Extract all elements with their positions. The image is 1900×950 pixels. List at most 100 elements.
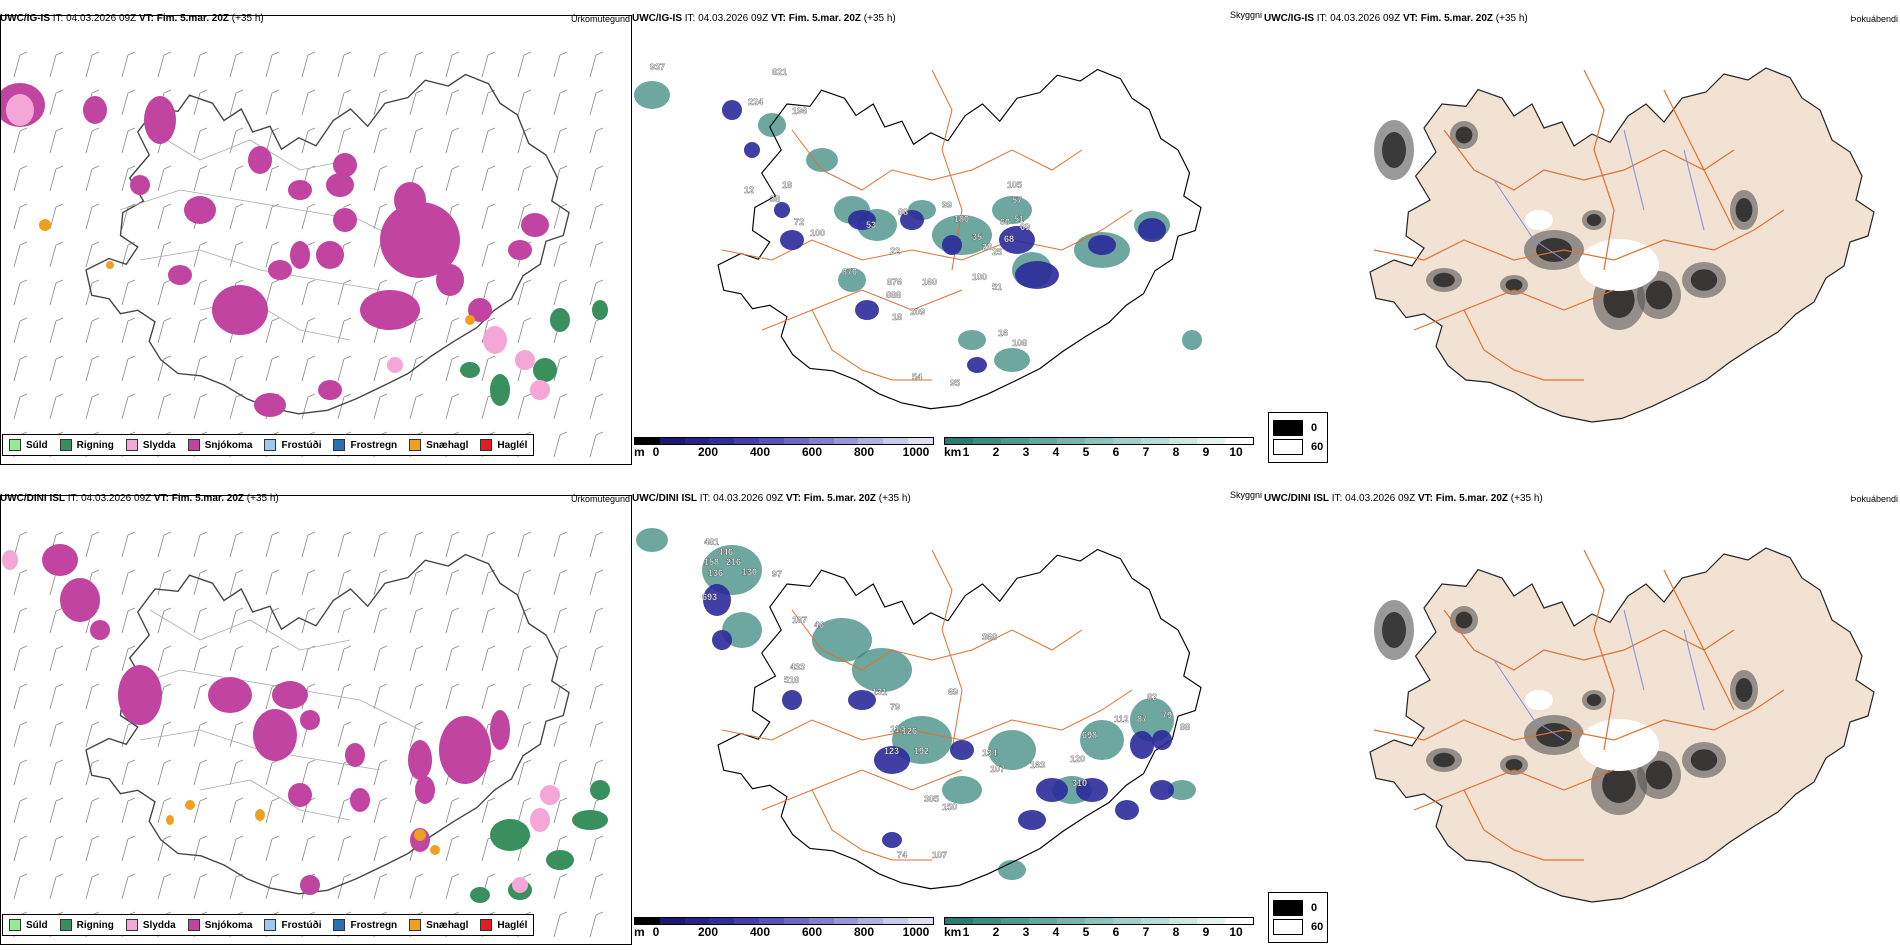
wind-barb-icon	[445, 645, 460, 672]
wind-barb-icon	[409, 873, 424, 900]
field-blob	[465, 315, 475, 325]
field-blob	[636, 528, 668, 552]
wind-barb-icon	[517, 607, 532, 634]
wind-barb-icon	[517, 89, 532, 116]
wind-barb-icon	[337, 393, 352, 420]
panel-header: UWC/DINI ISL IT: 04.03.2026 09Z VT: Fim.…	[1264, 490, 1900, 508]
wind-barb-icon	[85, 355, 100, 382]
wind-barb-icon	[301, 317, 316, 344]
colorbar-tick-label: 5	[1082, 445, 1090, 459]
wind-barb-icon	[157, 51, 172, 78]
wind-barb-icon	[553, 203, 568, 230]
wind-barb-icon	[193, 683, 208, 710]
road-line	[1663, 89, 1735, 231]
wind-barb-icon	[229, 531, 244, 558]
field-blob	[1088, 235, 1116, 255]
field-blob	[415, 776, 435, 804]
wind-barb-icon	[121, 203, 136, 230]
wind-barb-icon	[553, 797, 568, 824]
colorbar-tick-label: 10	[1229, 445, 1243, 459]
field-blob	[855, 300, 879, 320]
field-blob	[288, 180, 312, 200]
road-line	[931, 69, 963, 271]
wind-barb-icon	[229, 835, 244, 862]
fog-legend: 0 60	[1268, 412, 1329, 463]
field-blob	[1182, 330, 1202, 350]
field-blob	[318, 380, 342, 400]
panel-header: UWC/IG-IS IT: 04.03.2026 09Z VT: Fim. 5.…	[632, 10, 1264, 28]
wind-barb-icon	[85, 797, 100, 824]
wind-barb-icon	[409, 355, 424, 382]
wind-barb-icon	[13, 721, 28, 748]
wind-barb-icon	[229, 127, 244, 154]
wind-barb-icon	[589, 355, 604, 382]
field-blob	[1382, 612, 1406, 648]
field-blob	[316, 241, 344, 269]
wind-barb-icon	[13, 569, 28, 596]
field-blob	[360, 290, 420, 330]
wind-barb-icon	[85, 279, 100, 306]
wind-barb-icon	[409, 607, 424, 634]
wind-barb-icon	[193, 355, 208, 382]
wind-barb-icon	[337, 51, 352, 78]
wind-barb-icon	[301, 607, 316, 634]
field-blob	[892, 716, 952, 764]
precip-legend-item: Haglél	[480, 439, 527, 451]
cloud-base-label: 126	[902, 726, 917, 736]
wind-barb-icon	[13, 127, 28, 154]
colorbar-tick-label: 7	[1142, 445, 1150, 459]
cloud-base-label: 12	[744, 185, 754, 195]
field-blob	[6, 94, 34, 126]
cloud-base-label: 108	[1012, 338, 1027, 348]
legend-swatch	[59, 919, 72, 931]
field-blob	[550, 308, 570, 332]
field-blob	[460, 362, 480, 378]
wind-barb-icon	[121, 759, 136, 786]
cloud-base-label: 870	[842, 267, 857, 277]
field-blob	[144, 96, 176, 144]
colorbar-tick-label: 8	[1172, 445, 1180, 459]
field-blob	[212, 285, 268, 335]
legend-label: Frostregn	[350, 919, 398, 931]
field-blob	[722, 100, 742, 120]
wind-barb-icon	[517, 531, 532, 558]
wind-barb-icon	[409, 721, 424, 748]
cloud-panel-row2: UWC/DINI ISL IT: 04.03.2026 09Z VT: Fim.…	[632, 490, 1264, 945]
wind-barb-icon	[85, 759, 100, 786]
cloud-base-label: 72	[794, 217, 804, 227]
wind-barb-icon	[589, 759, 604, 786]
cloud-base-label: 481	[704, 537, 719, 547]
wind-barb-icon	[229, 393, 244, 420]
field-blob	[333, 153, 357, 177]
wind-barb-icon	[157, 241, 172, 268]
iceland-outline	[85, 553, 570, 895]
road-line	[1663, 569, 1735, 711]
precip-legend-item: Rigning	[59, 919, 114, 931]
precip-legend-item: Frostregn	[333, 439, 397, 451]
wind-barb-icon	[481, 241, 496, 268]
wind-barb-icon	[193, 241, 208, 268]
field-blob	[90, 620, 110, 640]
field-blob	[1138, 218, 1166, 242]
legend-swatch	[1273, 900, 1303, 916]
field-blob	[512, 877, 528, 893]
wind-barb-icon	[49, 797, 64, 824]
fog-legend-item: 60	[1273, 439, 1323, 455]
precip-panel-row1: UWC/IG-IS IT: 04.03.2026 09Z VT: Fim. 5.…	[0, 10, 632, 465]
wind-barb-icon	[409, 317, 424, 344]
colorbar-strip	[634, 437, 934, 445]
wind-barb-icon	[193, 279, 208, 306]
field-blob	[634, 81, 670, 109]
wind-barb-icon	[157, 645, 172, 672]
wind-barb-icon	[517, 51, 532, 78]
wind-barb-icon	[553, 279, 568, 306]
legend-label: Frostúði	[281, 919, 322, 931]
wind-barb-icon	[445, 683, 460, 710]
cloud-base-label: 216	[726, 557, 741, 567]
wind-barb-icon	[373, 569, 388, 596]
colorbar-ticks: m 0 200 400 600 800 1000	[634, 445, 934, 459]
wind-barb-icon	[49, 873, 64, 900]
cloud-base-colorbar: m 0 200 400 600 800 1000	[634, 917, 934, 939]
wind-barb-icon	[85, 165, 100, 192]
field-blob	[1433, 752, 1455, 768]
